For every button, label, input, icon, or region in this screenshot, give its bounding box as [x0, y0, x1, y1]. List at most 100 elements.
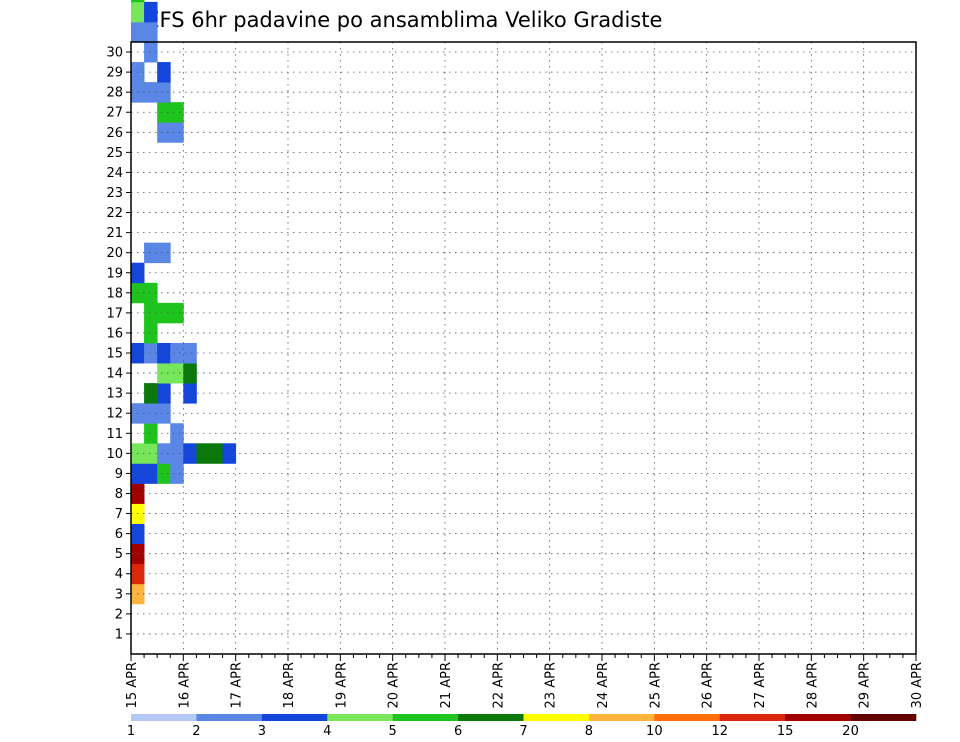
heatmap-cell — [157, 383, 171, 404]
heatmap-cell — [131, 0, 145, 3]
heatmap-cell — [170, 363, 184, 384]
x-tick-label: 26 APR — [701, 662, 716, 708]
heatmap-cell — [183, 363, 197, 384]
legend-swatch — [327, 714, 393, 721]
y-tick-label: 8 — [115, 487, 123, 502]
heatmap-cell — [144, 342, 158, 364]
heatmap-cell — [170, 423, 184, 444]
legend-swatch — [654, 714, 721, 721]
heatmap-cell — [170, 342, 184, 364]
plot-frame — [130, 41, 917, 655]
x-tick-label: 28 APR — [805, 662, 820, 708]
heatmap-cell — [144, 383, 158, 404]
heatmap-cell — [144, 322, 158, 344]
y-tick-label: 4 — [115, 567, 123, 582]
heatmap-cell — [144, 302, 158, 324]
legend-label: 10 — [646, 724, 663, 739]
heatmap-cell — [157, 463, 171, 484]
x-tick-label: 21 APR — [439, 662, 454, 708]
legend-swatch — [261, 714, 328, 721]
legend-label: 8 — [585, 724, 593, 739]
grid — [131, 42, 916, 654]
heatmap-cell — [157, 403, 171, 424]
legend-swatch — [850, 714, 917, 721]
heatmap-cell — [144, 82, 158, 103]
legend-label: 4 — [323, 724, 331, 739]
y-tick-label: 17 — [106, 306, 123, 321]
heatmap-cell — [157, 342, 171, 364]
legend-label: 1 — [127, 724, 135, 739]
heatmap-cell — [144, 42, 158, 63]
heatmap-cell — [170, 302, 184, 324]
x-tick-label: 29 APR — [858, 662, 873, 708]
y-tick-label: 23 — [106, 186, 123, 201]
y-tick-label: 12 — [106, 407, 123, 422]
legend-label: 7 — [519, 724, 527, 739]
heatmap-cell — [144, 443, 158, 464]
legend-label: 15 — [777, 724, 794, 739]
heatmap-cell — [144, 423, 158, 444]
x-tick-label: 30 APR — [910, 662, 925, 708]
y-tick-label: 2 — [115, 607, 123, 622]
y-tick-label: 26 — [106, 126, 123, 141]
heatmap-cell — [222, 443, 237, 464]
chart-title: GEFS 6hr padavine po ansamblima Veliko G… — [130, 8, 662, 32]
y-tick-label: 19 — [106, 266, 123, 281]
x-tick-label: 22 APR — [491, 662, 506, 708]
legend: 1 2 3 4 5 6 7 8 10 12 15 20 — [127, 714, 917, 739]
legend-swatch — [588, 714, 655, 721]
legend-swatch — [523, 714, 590, 721]
y-tick-label: 9 — [115, 467, 123, 482]
legend-swatch — [131, 714, 197, 721]
y-tick-label: 14 — [106, 367, 123, 382]
heatmap-cell — [144, 242, 158, 264]
heatmap-cell — [157, 102, 171, 123]
legend-label: 2 — [192, 724, 200, 739]
heatmap-cell — [183, 443, 197, 464]
heatmap-cell — [144, 403, 158, 424]
x-axis: 15 APR 16 APR 17 APR 18 APR 19 APR 20 APR 21 A… — [125, 654, 925, 708]
heatmap-cell — [144, 21, 158, 43]
y-tick-label: 13 — [106, 387, 123, 402]
y-tick-label: 22 — [106, 206, 123, 221]
heatmap-cell — [170, 443, 184, 464]
y-tick-label: 30 — [106, 46, 123, 61]
y-tick-label: 3 — [115, 587, 123, 602]
x-tick-label: 19 APR — [334, 662, 349, 708]
heatmap-cell — [170, 463, 184, 484]
y-tick-label: 29 — [106, 66, 123, 81]
heatmap-cell — [144, 282, 158, 304]
heatmap-cell — [157, 242, 171, 264]
legend-swatch — [458, 714, 524, 721]
x-tick-label: 25 APR — [648, 662, 663, 708]
legend-label: 6 — [454, 724, 462, 739]
x-tick-label: 16 APR — [177, 662, 192, 708]
legend-label: 20 — [842, 724, 859, 739]
heatmap-cell — [157, 363, 171, 384]
x-tick-label: 15 APR — [125, 662, 140, 708]
y-tick-label: 6 — [115, 527, 123, 542]
y-tick-label: 15 — [106, 347, 123, 362]
x-tick-label: 20 APR — [387, 662, 402, 708]
legend-label: 5 — [389, 724, 397, 739]
y-tick-label: 25 — [106, 146, 123, 161]
heatmap-cell — [157, 443, 171, 464]
legend-swatch — [392, 714, 459, 721]
x-tick-label: 17 APR — [230, 662, 245, 708]
x-tick-label: 18 APR — [282, 662, 297, 708]
heatmap-cell — [170, 102, 184, 123]
y-tick-label: 27 — [106, 106, 123, 121]
heatmap-cell — [131, 1, 145, 23]
y-tick-label: 7 — [115, 507, 123, 522]
heatmap-cell — [170, 122, 184, 143]
legend-swatch — [785, 714, 851, 721]
heatmap-cell — [157, 62, 171, 83]
y-tick-label: 21 — [106, 226, 123, 241]
x-tick-label: 24 APR — [596, 662, 611, 708]
legend-label: 3 — [258, 724, 266, 739]
x-tick-label: 27 APR — [753, 662, 768, 708]
legend-label: 12 — [711, 724, 728, 739]
y-tick-label: 20 — [106, 246, 123, 261]
heatmap-cell — [144, 1, 158, 23]
legend-swatch — [719, 714, 786, 721]
